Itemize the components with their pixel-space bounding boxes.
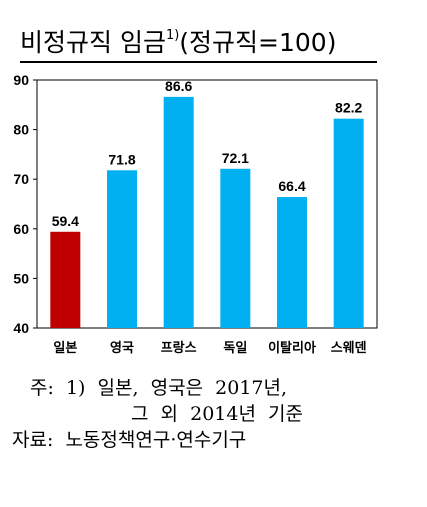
y-tick-label: 40	[13, 320, 29, 336]
x-category-label: 독일	[223, 341, 247, 356]
footnote-1-continued: 그 외 2014년 기준	[131, 403, 303, 425]
title-suffix: (정규직=100)	[179, 28, 337, 57]
x-category-label: 스웨덴	[331, 340, 367, 356]
chart-title: 비정규직 임금1)(정규직=100)	[20, 20, 377, 63]
y-tick-label: 90	[13, 72, 29, 88]
bar-value-label: 71.8	[108, 151, 135, 167]
x-category-label: 이탈리아	[268, 340, 316, 356]
y-tick-label: 70	[13, 171, 29, 187]
bar-value-label: 86.6	[165, 78, 192, 94]
bar	[277, 197, 307, 328]
footnote-1: 주: 1) 일본, 영국은 2017년,	[30, 377, 288, 399]
bar-value-label: 66.4	[278, 178, 305, 194]
bar	[50, 231, 81, 328]
bar	[333, 118, 364, 328]
y-tick-label: 50	[13, 270, 29, 286]
bar	[220, 168, 251, 328]
y-tick-label: 80	[13, 122, 29, 138]
bar-value-label: 82.2	[335, 100, 362, 116]
y-tick-label: 60	[13, 221, 29, 237]
bar-value-label: 72.1	[222, 150, 249, 166]
bar-chart: 40 50 60 70 80 90 59.4 일본 71.8 영국 86.6 프랑스 72.1 독일 66.…	[13, 72, 378, 356]
title-main: 비정규직 임금	[20, 28, 166, 57]
bar	[107, 170, 137, 328]
x-category-label: 프랑스	[161, 341, 197, 356]
x-category-label: 일본	[53, 341, 77, 356]
bar	[163, 96, 194, 328]
x-category-label: 영국	[110, 341, 134, 356]
bar-value-label: 59.4	[52, 213, 79, 229]
title-footnote-marker: 1)	[165, 28, 180, 43]
source-note: 자료: 노동정책연구·연수기구	[12, 429, 247, 451]
plot-frame	[36, 79, 378, 329]
